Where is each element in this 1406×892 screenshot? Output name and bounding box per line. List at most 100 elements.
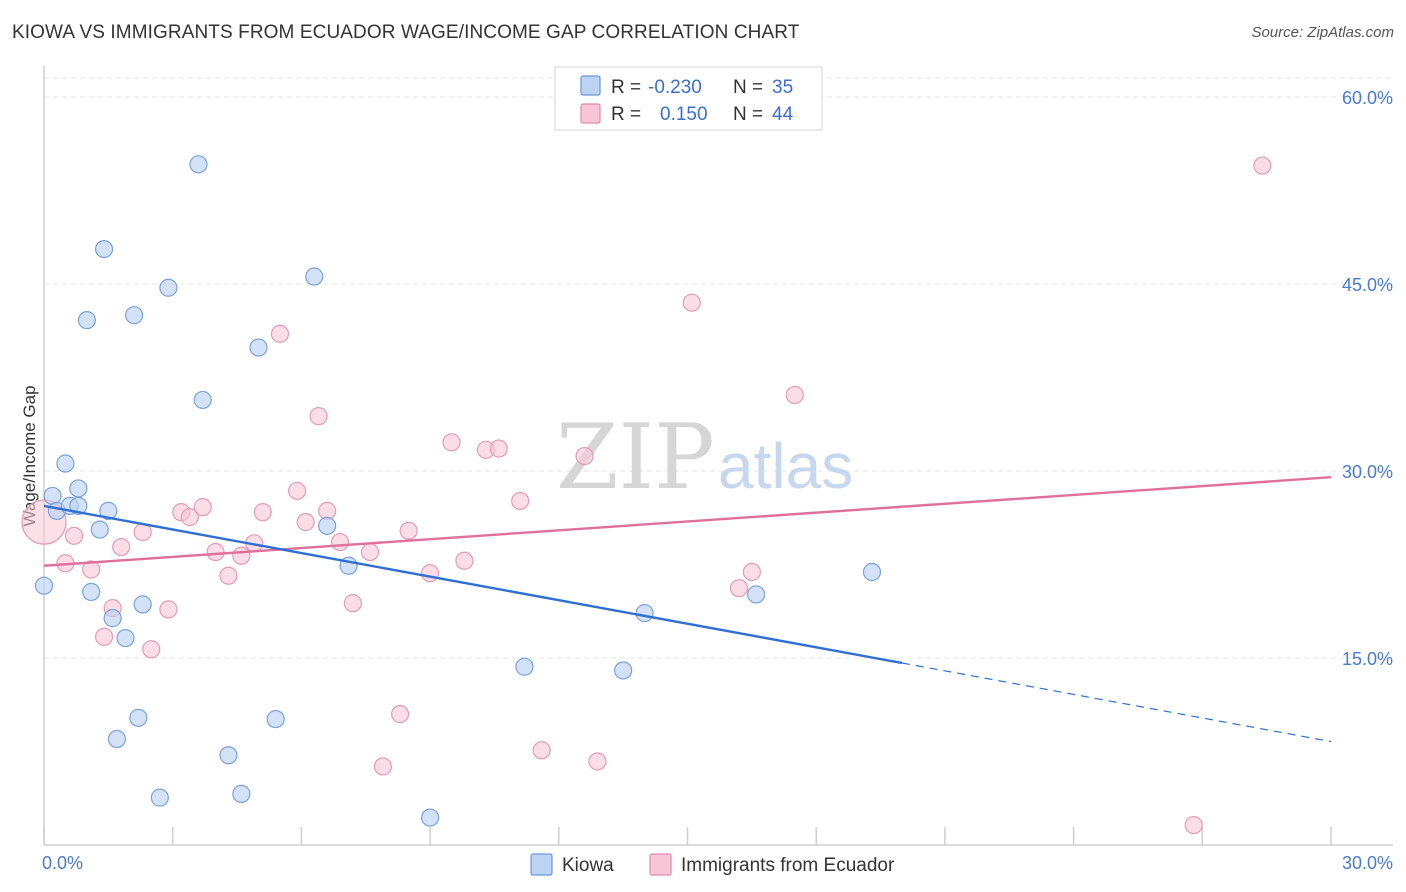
point-kiowa [421, 808, 440, 827]
point-ecuador [270, 324, 290, 343]
point-ecuador [219, 566, 238, 585]
top-legend: R = -0.230 N = 35 R = 0.150 N = 44 [554, 66, 823, 131]
y-tick-label: 30.0% [1342, 462, 1393, 482]
point-kiowa [862, 562, 882, 582]
point-ecuador [399, 521, 418, 540]
point-ecuador [511, 491, 530, 511]
point-kiowa [266, 709, 285, 729]
point-ecuador [360, 542, 380, 562]
trend-line-ecuador [43, 476, 1332, 567]
legend-swatch-kiowa [580, 75, 601, 96]
point-kiowa [43, 486, 62, 506]
point-ecuador [489, 439, 508, 458]
point-ecuador [112, 537, 131, 557]
point-ecuador [390, 704, 410, 724]
point-ecuador [575, 446, 594, 466]
point-ecuador [94, 627, 114, 646]
y-axis-label: Wage/Income Gap [20, 385, 39, 526]
point-kiowa [232, 784, 251, 803]
point-ecuador [532, 741, 551, 760]
point-kiowa [193, 390, 212, 410]
point-ecuador [309, 407, 328, 426]
point-kiowa [159, 278, 178, 297]
legend-r-label-kiowa: R = [611, 77, 641, 98]
point-kiowa [116, 628, 135, 648]
point-ecuador [1184, 815, 1203, 835]
point-kiowa [614, 661, 633, 680]
source-credit: Source: ZipAtlas.com [1251, 24, 1394, 41]
point-ecuador [64, 526, 84, 545]
bottom-legend: Kiowa Immigrants from Ecuador [530, 853, 895, 876]
point-ecuador [159, 600, 178, 619]
point-kiowa [305, 267, 324, 286]
bottom-legend-label-ecuador: Immigrants from Ecuador [681, 855, 895, 876]
point-ecuador [442, 433, 461, 452]
bottom-legend-label-kiowa: Kiowa [562, 855, 614, 876]
point-ecuador [455, 551, 474, 570]
point-kiowa [34, 576, 54, 595]
bottom-legend-swatch-kiowa [530, 853, 553, 876]
point-ecuador [232, 546, 251, 565]
point-ecuador [343, 594, 362, 613]
point-kiowa [124, 306, 144, 325]
y-tick-labels: 15.0% 30.0% 45.0% 60.0% [1342, 88, 1393, 669]
point-kiowa [133, 595, 152, 614]
point-ecuador [1253, 156, 1272, 175]
y-tick-label: 15.0% [1342, 649, 1393, 669]
point-kiowa [99, 501, 118, 520]
trend-line-kiowa [43, 504, 903, 665]
point-kiowa [249, 338, 268, 357]
bottom-legend-swatch-ecuador [649, 853, 672, 876]
point-ecuador [142, 640, 161, 659]
series-kiowa [34, 155, 882, 827]
legend-n-value-kiowa: 35 [772, 77, 793, 98]
point-kiowa [515, 657, 534, 676]
legend-r-value-kiowa: -0.230 [648, 77, 702, 98]
point-ecuador [330, 532, 350, 552]
x-tick-label-max: 30.0% [1342, 853, 1393, 873]
point-ecuador [296, 513, 315, 532]
point-kiowa [219, 746, 238, 765]
y-tick-label: 60.0% [1342, 88, 1393, 108]
point-ecuador [206, 542, 225, 562]
legend-swatch-ecuador [580, 103, 601, 124]
y-tick-label: 45.0% [1342, 275, 1393, 295]
point-kiowa [69, 479, 88, 498]
point-ecuador [421, 564, 440, 583]
point-ecuador [180, 508, 199, 527]
point-ecuador [588, 752, 607, 771]
point-ecuador [373, 757, 393, 776]
legend-n-value-ecuador: 44 [772, 104, 794, 125]
point-kiowa [107, 729, 127, 749]
chart-title: KIOWA VS IMMIGRANTS FROM ECUADOR WAGE/IN… [12, 22, 800, 43]
legend-n-label-kiowa: N = [733, 77, 763, 98]
point-ecuador [288, 481, 307, 501]
point-ecuador [729, 579, 749, 598]
legend-r-label-ecuador: R = [611, 104, 641, 125]
x-axis-ticks [43, 827, 1332, 845]
point-kiowa [635, 604, 654, 623]
point-ecuador [253, 503, 272, 522]
point-kiowa [77, 311, 97, 330]
point-kiowa [56, 454, 75, 473]
point-kiowa [103, 609, 122, 628]
trend-lines [43, 476, 1332, 743]
point-kiowa [82, 582, 101, 602]
point-ecuador [82, 560, 101, 579]
point-kiowa [747, 585, 766, 604]
point-kiowa [90, 520, 109, 539]
watermark-atlas: atlas [718, 430, 853, 502]
point-ecuador [193, 498, 212, 517]
point-kiowa [129, 708, 148, 727]
point-ecuador [682, 293, 701, 312]
legend-n-label-ecuador: N = [733, 104, 763, 125]
trend-line-kiowa-extension [901, 662, 1332, 743]
x-tick-label-min: 0.0% [42, 853, 83, 873]
point-ecuador [742, 562, 761, 582]
point-kiowa [94, 239, 114, 259]
point-ecuador [785, 385, 804, 405]
legend-r-value-ecuador: 0.150 [660, 104, 708, 125]
point-kiowa [150, 788, 169, 807]
grid-lines [44, 77, 1393, 659]
